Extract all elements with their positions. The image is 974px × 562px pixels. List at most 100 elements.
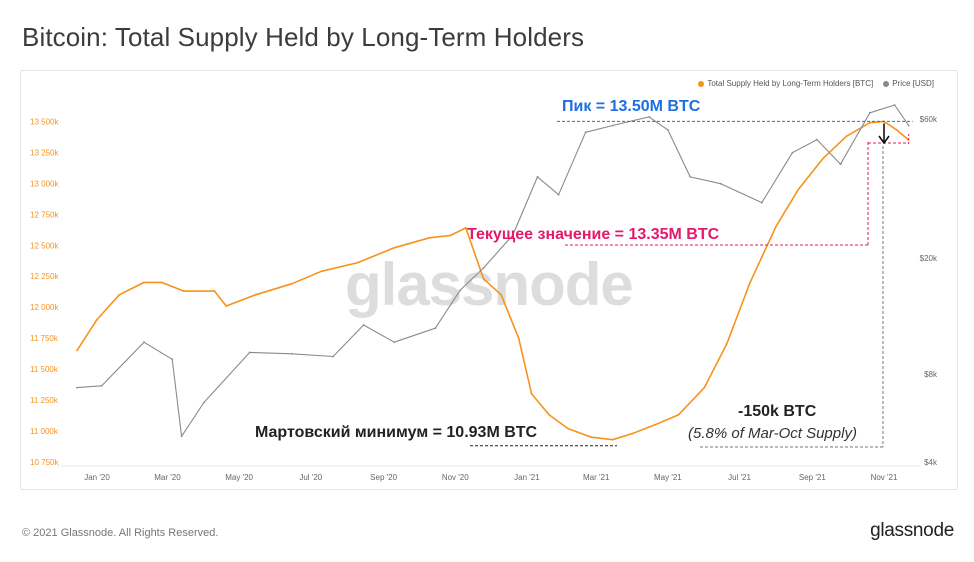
lth-data-point	[530, 393, 533, 395]
lth-data-point	[567, 427, 569, 430]
y-right-tick-label: $4k	[924, 458, 938, 467]
x-tick-label: May '21	[654, 473, 682, 482]
price-data-point	[893, 104, 896, 106]
price-data-point	[393, 341, 396, 344]
x-tick-label: Jan '20	[84, 473, 110, 482]
lth-data-point	[225, 305, 228, 307]
x-tick-label: Nov '20	[442, 473, 469, 482]
legend-item-price[interactable]: Price [USD]	[883, 79, 934, 88]
x-tick-label: Mar '21	[583, 473, 610, 482]
brand-logo[interactable]: glassnode	[870, 520, 954, 541]
y-left-tick-label: 12 500k	[30, 241, 59, 250]
annotation-percent: (5.8% of Mar-Oct Supply)	[688, 425, 857, 442]
lth-data-point	[393, 246, 396, 249]
price-data-point	[482, 267, 485, 269]
y-right-tick-label: $20k	[920, 254, 938, 263]
chart-legend: Total Supply Held by Long-Term Holders […	[698, 79, 934, 88]
price-data-point	[791, 151, 794, 154]
lth-data-point	[749, 281, 751, 284]
lth-data-point	[822, 157, 824, 160]
lth-data-point	[548, 414, 551, 416]
y-left-tick-label: 12 750k	[30, 210, 59, 219]
lth-data-point	[677, 414, 680, 416]
y-left-tick-label: 13 500k	[30, 117, 59, 126]
lth-data-point	[449, 234, 452, 237]
copyright-footer: © 2021 Glassnode. All Rights Reserved.	[22, 527, 219, 539]
lth-data-point	[356, 261, 359, 264]
lth-data-point	[482, 277, 485, 280]
legend-price-label: Price [USD]	[892, 79, 934, 88]
price-data-point	[459, 289, 461, 292]
x-tick-label: Jan '21	[514, 473, 540, 482]
lth-data-point	[517, 337, 520, 340]
price-data-point	[434, 327, 437, 330]
price-data-point	[760, 201, 763, 204]
price-data-point	[839, 163, 842, 166]
price-data-point	[143, 341, 145, 344]
price-data-point	[180, 435, 183, 438]
price-data-point	[332, 355, 334, 358]
price-data-point	[719, 182, 722, 185]
annotation-peak: Пик = 13.50M BTC	[562, 98, 701, 115]
lth-data-point	[213, 290, 216, 292]
legend-lth-label: Total Supply Held by Long-Term Holders […	[707, 79, 874, 88]
x-tick-label: Jul '20	[299, 473, 322, 482]
price-data-point	[816, 138, 818, 141]
price-data-point	[869, 111, 871, 114]
price-data-point	[291, 352, 293, 355]
lth-data-point	[291, 282, 293, 285]
lth-data-point	[703, 386, 706, 389]
price-data-point	[907, 124, 910, 127]
x-tick-label: Mar '20	[154, 473, 181, 482]
lth-data-point	[654, 423, 656, 426]
arrow-head-icon	[878, 135, 890, 145]
y-left-tick-label: 11 250k	[30, 396, 59, 405]
price-legend-dot-icon	[883, 80, 890, 87]
price-data-point	[511, 234, 514, 237]
lth-data-point	[118, 293, 121, 296]
y-left-tick-label: 12 250k	[30, 272, 59, 281]
y-right-tick-label: $60k	[920, 115, 938, 124]
x-tick-label: Nov '21	[871, 473, 898, 482]
lth-data-point	[631, 432, 634, 435]
y-left-tick-label: 11 750k	[30, 334, 59, 343]
lth-data-point	[500, 293, 502, 296]
y-left-tick-label: 13 000k	[30, 179, 59, 188]
lth-data-point	[725, 343, 728, 346]
x-tick-label: May '20	[225, 473, 253, 482]
lth-data-point	[96, 318, 98, 321]
lth-data-point	[183, 290, 185, 292]
price-data-point	[171, 358, 174, 361]
price-data-point	[203, 401, 205, 404]
lth-data-point	[464, 227, 467, 229]
price-data-point	[76, 386, 78, 389]
page-title: Bitcoin: Total Supply Held by Long-Term …	[22, 22, 585, 52]
y-right-tick-label: $8k	[924, 370, 938, 379]
lth-data-point	[160, 281, 163, 284]
series-line-lth	[76, 120, 910, 441]
price-data-point	[667, 129, 669, 131]
lth-data-point	[611, 438, 614, 441]
lth-data-point	[845, 135, 848, 138]
lth-data-point	[76, 349, 78, 352]
legend-item-lth[interactable]: Total Supply Held by Long-Term Holders […	[698, 79, 873, 88]
lth-data-point	[254, 293, 257, 296]
y-left-tick-label: 10 750k	[30, 458, 59, 467]
price-data-point	[689, 176, 692, 178]
price-data-point	[584, 131, 587, 134]
lth-data-point	[143, 281, 145, 284]
price-data-point	[611, 124, 614, 127]
chart-panel	[20, 70, 958, 490]
lth-data-point	[320, 270, 323, 273]
x-tick-label: Sep '21	[799, 473, 826, 482]
annotation-difference: -150k BTC	[738, 403, 817, 420]
y-left-tick-label: 12 000k	[30, 303, 59, 312]
price-data-point	[248, 351, 251, 354]
annotation-minimum: Мартовский минимум = 10.93M BTC	[255, 424, 538, 441]
series-line-price	[76, 104, 910, 437]
lth-data-point	[775, 225, 777, 228]
lth-data-point	[869, 121, 871, 124]
lth-data-point	[428, 236, 431, 239]
lth-data-point	[797, 188, 800, 191]
